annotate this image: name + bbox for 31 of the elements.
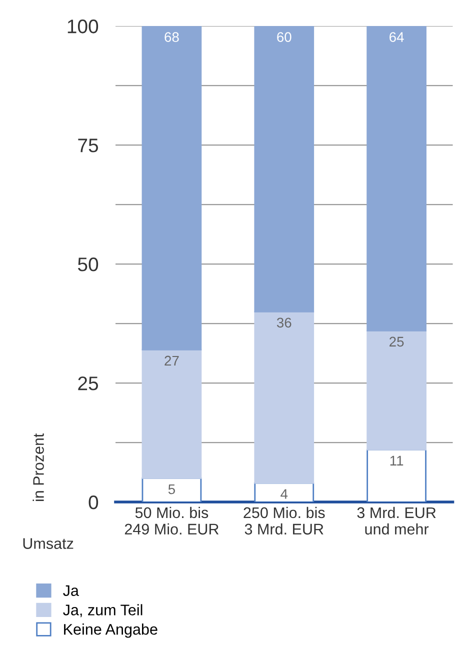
- legend-label: Ja: [63, 585, 79, 596]
- data-label: 11: [390, 456, 404, 466]
- y-tick-label: 25: [78, 376, 98, 390]
- y-axis-title: in Prozent: [32, 433, 44, 502]
- bar: [142, 26, 202, 350]
- x-axis-title: Umsatz: [23, 538, 74, 549]
- data-label: 4: [280, 489, 288, 499]
- x-tick-label: 50 Mio. bis 249 Mio. EUR: [124, 506, 219, 535]
- bar: [366, 26, 426, 332]
- x-tick-label: 3 Mrd. EUR und mehr: [357, 506, 436, 535]
- data-label: 64: [390, 32, 404, 42]
- y-tick-label: 75: [78, 138, 98, 152]
- data-label: 60: [277, 32, 292, 42]
- bar: [254, 310, 314, 484]
- bar: [142, 478, 202, 502]
- bar: [142, 349, 202, 479]
- data-label: 27: [164, 356, 179, 366]
- data-label: 36: [276, 318, 292, 328]
- data-label: 68: [164, 32, 179, 42]
- legend-label: Ja, zum Teil: [63, 604, 142, 618]
- data-label: 5: [168, 484, 175, 494]
- bar: [254, 26, 314, 312]
- legend-label: Keine Angabe: [64, 624, 158, 638]
- data-label: 25: [390, 336, 404, 347]
- bar: [366, 330, 426, 450]
- y-tick-label: 100: [68, 20, 98, 34]
- bar: [366, 448, 426, 502]
- y-tick-label: 50: [78, 258, 98, 272]
- y-tick-label: 0: [88, 496, 98, 510]
- x-tick-label: 250 Mio. bis 3 Mrd. EUR: [244, 506, 325, 535]
- bar: [254, 482, 314, 502]
